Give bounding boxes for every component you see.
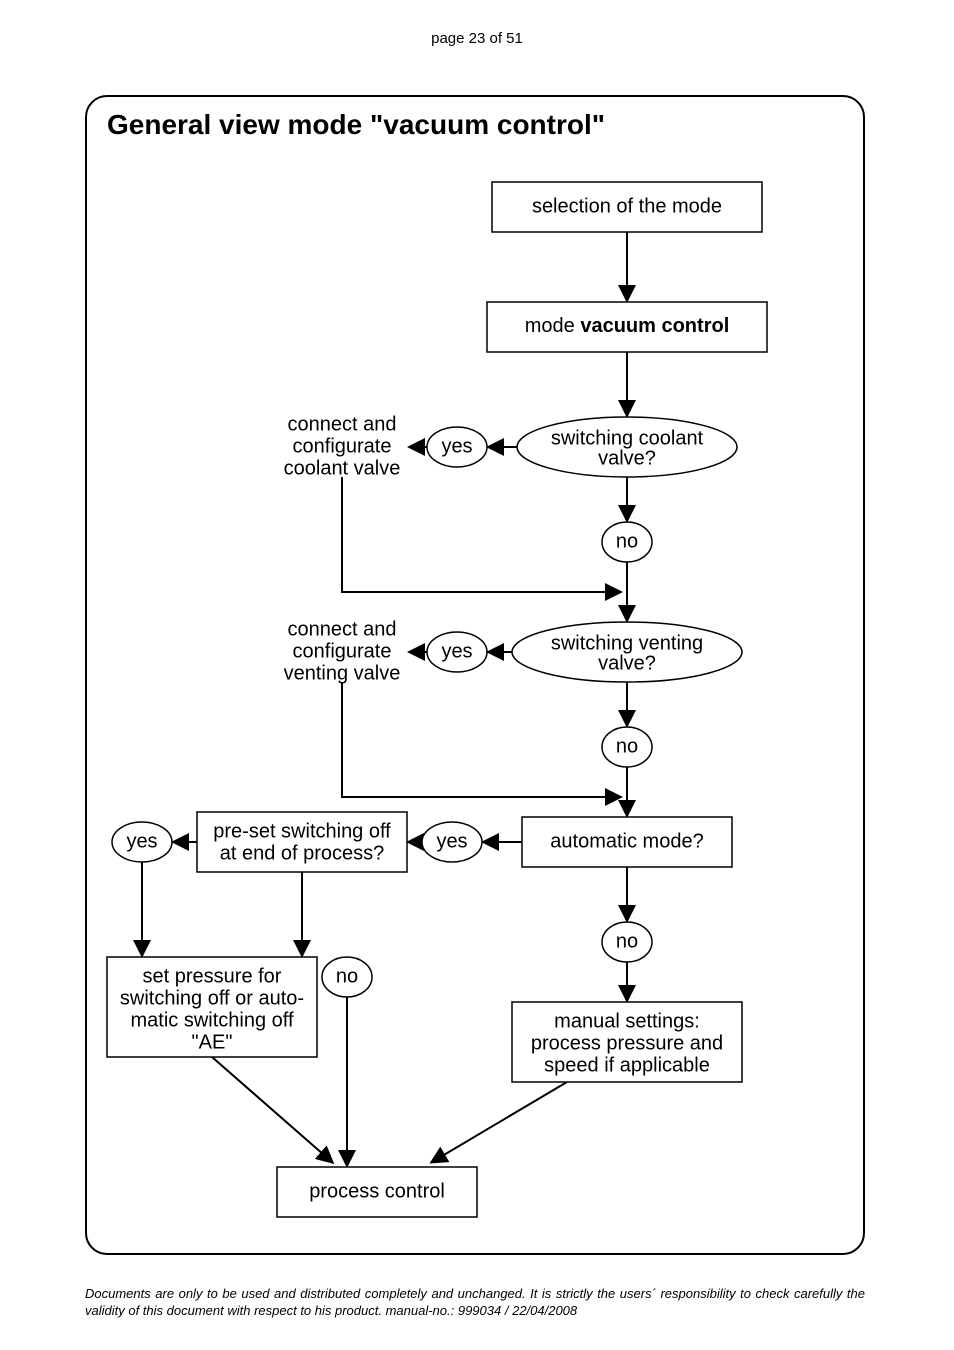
- svg-text:speed if applicable: speed if applicable: [544, 1054, 710, 1076]
- svg-text:yes: yes: [436, 830, 467, 852]
- svg-text:valve?: valve?: [598, 652, 656, 674]
- svg-text:no: no: [616, 735, 638, 757]
- svg-text:yes: yes: [441, 640, 472, 662]
- svg-text:no: no: [336, 965, 358, 987]
- flowchart-svg: selection of the mode mode vacuum contro…: [87, 97, 867, 1257]
- svg-text:switching off or auto-: switching off or auto-: [120, 987, 304, 1009]
- svg-text:yes: yes: [126, 830, 157, 852]
- node-venting-action-l3: venting valve: [284, 662, 401, 684]
- svg-text:switching coolant: switching coolant: [551, 427, 704, 449]
- node-selection-label: selection of the mode: [532, 195, 722, 217]
- page-footer: Documents are only to be used and distri…: [85, 1286, 865, 1320]
- svg-text:valve?: valve?: [598, 447, 656, 469]
- page-header: page 23 of 51: [0, 30, 954, 47]
- node-mode-label: mode vacuum control: [525, 315, 730, 337]
- svg-text:yes: yes: [441, 435, 472, 457]
- diagram-frame: General view mode "vacuum control": [85, 95, 865, 1255]
- svg-text:pre-set switching off: pre-set switching off: [213, 820, 391, 842]
- svg-text:no: no: [616, 530, 638, 552]
- node-coolant-action-l1: connect and: [288, 413, 397, 435]
- svg-text:automatic mode?: automatic mode?: [550, 830, 703, 852]
- svg-text:manual settings:: manual settings:: [554, 1010, 700, 1032]
- svg-text:process pressure and: process pressure and: [531, 1032, 723, 1054]
- svg-text:process control: process control: [309, 1180, 445, 1202]
- page: page 23 of 51 General view mode "vacuum …: [0, 0, 954, 1350]
- svg-text:no: no: [616, 930, 638, 952]
- node-coolant-action-l2: configurate: [293, 435, 392, 457]
- svg-text:switching venting: switching venting: [551, 632, 703, 654]
- node-venting-action-l1: connect and: [288, 618, 397, 640]
- node-coolant-action-l3: coolant valve: [284, 457, 401, 479]
- svg-text:matic switching off: matic switching off: [130, 1009, 293, 1031]
- svg-text:set pressure for: set pressure for: [143, 965, 282, 987]
- svg-text:at end of process?: at end of process?: [220, 842, 385, 864]
- svg-text:"AE": "AE": [192, 1031, 233, 1053]
- node-venting-action-l2: configurate: [293, 640, 392, 662]
